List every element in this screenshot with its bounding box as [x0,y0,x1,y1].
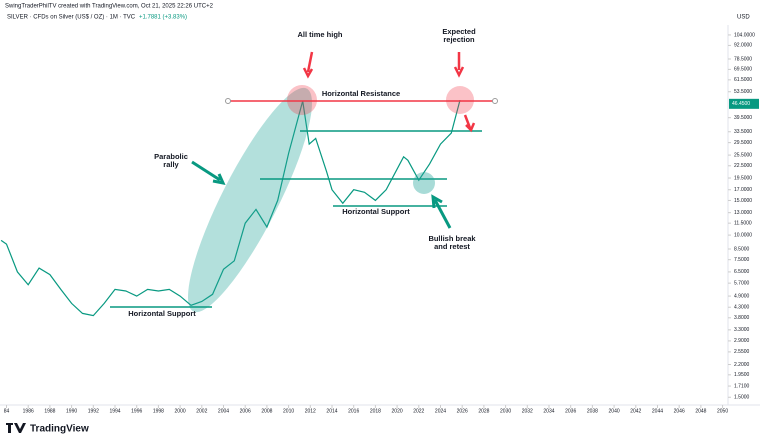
parabolic-ellipse [188,87,312,313]
brand: TradingView [30,424,89,435]
x-tick-label: 2030 [500,408,511,414]
y-tick-label: 19.5000 [734,175,752,181]
x-tick-label: 2012 [305,408,316,414]
y-tick-label: 5.7000 [734,280,750,286]
annotation: Horizontal Support [342,207,410,216]
y-tick-label: 15.0000 [734,198,752,204]
y-tick-label: 11.5000 [734,220,752,226]
y-tick-label: 53.5000 [734,89,752,95]
currency: USD [737,15,750,21]
arrow [302,51,314,79]
y-tick-label: 69.5000 [734,67,752,73]
y-tick-label: 6.5000 [734,269,750,275]
y-tick-label: 33.5000 [734,129,752,135]
annotation: and retest [434,242,470,251]
x-tick-label: 2016 [348,408,359,414]
annotation: rejection [443,35,475,44]
y-tick-label: 1.9500 [734,372,750,378]
y-tick-label: 8.5000 [734,246,750,252]
y-tick-label: 2.2000 [734,362,750,368]
x-tick-label: 2050 [717,408,728,414]
x-tick-label: 2010 [283,408,294,414]
x-tick-label: 2042 [630,408,641,414]
y-tick-label: 22.5000 [734,163,752,169]
author-line: SwingTraderPhilTV created with TradingVi… [5,4,214,10]
x-tick-label: 2000 [175,408,186,414]
last-price-label: 46.4500 [732,101,750,107]
y-tick-label: 17.0000 [734,187,752,193]
x-tick-label: 2038 [587,408,598,414]
x-tick-label: 2048 [695,408,706,414]
x-tick-label: 2022 [413,408,424,414]
y-tick-label: 4.9000 [734,293,750,299]
change: +1.7881 (+3.83%) [139,15,187,21]
y-tick-label: 2.5500 [734,349,750,355]
y-tick-label: 7.5000 [734,257,750,263]
x-tick-label: 2028 [478,408,489,414]
retest-circle [413,172,435,194]
y-tick-label: 3.8000 [734,315,750,321]
x-tick-label: 1988 [44,408,55,414]
x-tick-label: 84 [4,408,10,414]
x-tick-label: 2036 [565,408,576,414]
annotation: All time high [298,30,343,39]
y-tick-label: 104.0000 [734,32,755,38]
x-tick-label: 2024 [435,408,446,414]
arrow [453,52,465,78]
x-tick-label: 2032 [522,408,533,414]
y-tick-label: 92.0000 [734,43,752,49]
symbol-line: SILVER · CFDs on Silver (US$ / OZ) · 1M … [7,15,136,21]
x-tick-label: 2040 [609,408,620,414]
y-tick-label: 3.3000 [734,327,750,333]
annotation: Expected [442,27,476,36]
annotation: rally [163,160,179,169]
y-tick-label: 4.3000 [734,305,750,311]
y-tick-label: 78.5000 [734,56,752,62]
y-tick-label: 1.7100 [734,383,750,389]
y-tick-label: 10.0000 [734,232,752,238]
handle [225,98,231,104]
x-tick-label: 1998 [153,408,164,414]
x-tick-label: 2002 [196,408,207,414]
x-tick-label: 2026 [457,408,468,414]
annotation: Bullish break [428,234,476,243]
y-tick-label: 61.5000 [734,77,752,83]
x-tick-label: 2006 [240,408,251,414]
x-tick-label: 1992 [88,408,99,414]
arrow [191,160,226,186]
annotation: Horizontal Support [128,309,196,318]
x-tick-label: 1994 [109,408,120,414]
annotation: Parabolic [154,152,188,161]
y-tick-label: 25.5000 [734,152,752,158]
x-tick-label: 2008 [261,408,272,414]
y-tick-label: 29.5000 [734,140,752,146]
logo [6,423,26,433]
y-tick-label: 13.0000 [734,210,752,216]
y-tick-label: 2.9000 [734,338,750,344]
y-tick-label: 39.5000 [734,115,752,121]
arrow [431,194,452,229]
x-tick-label: 1986 [23,408,34,414]
price-line [0,99,461,317]
y-tick-label: 1.5000 [734,395,750,401]
last-price-box [729,98,759,109]
ath-circle [287,85,317,115]
x-tick-label: 2018 [370,408,381,414]
arrow [463,114,476,133]
x-tick-label: 2044 [652,408,663,414]
x-tick-label: 1996 [131,408,142,414]
rejection-circle [446,86,474,114]
x-tick-label: 2034 [543,408,554,414]
handle [492,98,498,104]
x-tick-label: 1990 [66,408,77,414]
x-tick-label: 2014 [326,408,337,414]
x-tick-label: 2004 [218,408,229,414]
x-tick-label: 2046 [674,408,685,414]
x-tick-label: 2020 [392,408,403,414]
annotation: Horizontal Resistance [322,89,400,98]
